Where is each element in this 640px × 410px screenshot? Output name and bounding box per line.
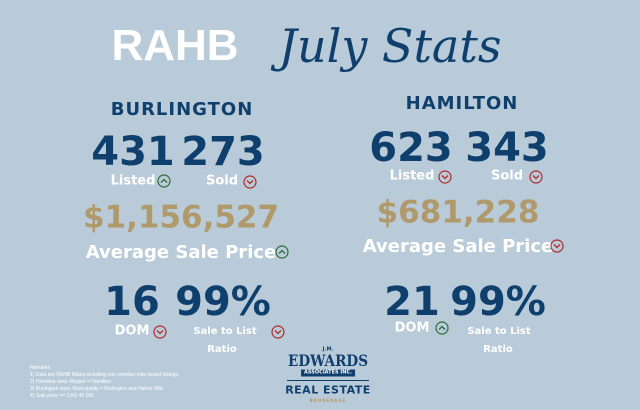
dom-value: 16 [104, 279, 160, 325]
down-icon [271, 325, 285, 339]
sold-value: 273 [181, 129, 265, 175]
logo-name: EDWARDS [287, 351, 369, 370]
avg-price-label: Average Sale Price [362, 236, 554, 257]
sold-value: 343 [465, 125, 549, 171]
up-icon [157, 174, 171, 188]
ratio-label: Sale to List [467, 326, 531, 337]
dom-label: DOM [114, 323, 150, 339]
down-icon [153, 325, 167, 339]
listed-label: Listed [389, 168, 435, 184]
sold-label: Sold [205, 173, 239, 189]
sold-label: Sold [490, 168, 524, 184]
avg-price-label: Average Sale Price [85, 242, 277, 263]
down-icon [550, 239, 564, 253]
up-icon [435, 321, 449, 335]
dom-value: 21 [384, 279, 440, 325]
script-title: July Stats [278, 19, 502, 73]
logo-text: J.M. [322, 346, 334, 353]
dom-label: DOM [394, 320, 430, 336]
logo: J.M. EDWARDS ASSOCIATES INC. REAL ESTATE… [285, 346, 371, 406]
brand: RAHB [111, 21, 239, 70]
remarks-title: Remarks: [30, 365, 52, 371]
ratio-label: Ratio [483, 344, 513, 355]
listed-value: 623 [369, 125, 453, 171]
remark: 1) Data are RAHB Mains including non mem… [30, 372, 180, 378]
city-name: BURLINGTON [110, 99, 254, 120]
down-icon [529, 170, 543, 184]
avg-price: $681,228 [376, 194, 540, 231]
listed-value: 431 [91, 129, 175, 175]
ratio-value: 99% [175, 279, 271, 325]
avg-price: $1,156,527 [82, 199, 280, 236]
listed-label: Listed [110, 173, 156, 189]
ratio-value: 99% [450, 279, 546, 325]
down-icon [438, 170, 452, 184]
logo-text: ASSOCIATES INC. [301, 369, 355, 377]
remark: 3) Burlington area: Municipality = Burli… [30, 386, 164, 392]
down-icon [243, 175, 257, 189]
logo-rule [287, 380, 369, 381]
remark: 4) Sale price >= CAD 40 000 [30, 393, 94, 399]
ratio-label: Ratio [207, 344, 237, 355]
logo-text: BROKERAGE [309, 398, 347, 403]
ratio-label: Sale to List [193, 326, 257, 337]
logo-text: REAL ESTATE [285, 383, 371, 397]
up-icon [275, 245, 289, 259]
city-name: HAMILTON [405, 93, 519, 114]
remark: 2) Hamilton area: Region = Hamilton [30, 379, 112, 385]
